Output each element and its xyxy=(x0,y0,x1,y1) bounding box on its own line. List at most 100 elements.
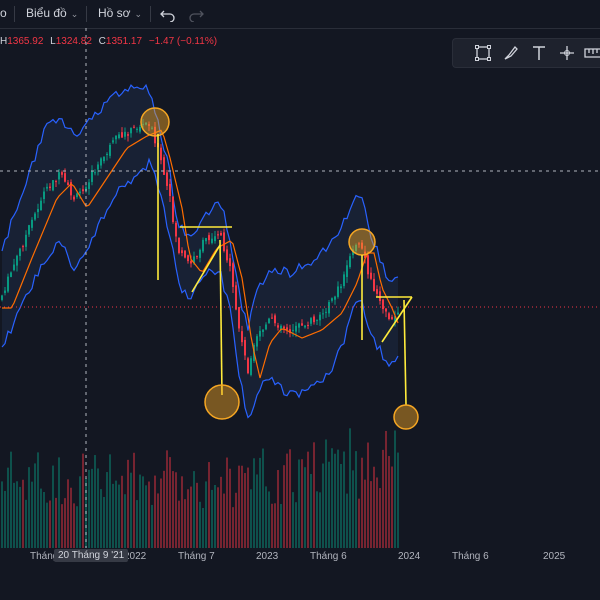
candle-body xyxy=(265,324,267,330)
volume-bar xyxy=(211,489,213,548)
undo-icon[interactable] xyxy=(160,6,176,22)
candle-body xyxy=(103,156,105,162)
candle-body xyxy=(397,312,399,315)
candle-body xyxy=(370,272,372,279)
volume-bar xyxy=(226,457,228,548)
candle-body xyxy=(112,140,114,143)
highlight-circle xyxy=(348,228,376,256)
volume-bar xyxy=(76,506,78,548)
volume-bar xyxy=(121,475,123,548)
xaxis-tick: Tháng 7 xyxy=(178,551,215,562)
candle-body xyxy=(40,200,42,211)
volume-bar xyxy=(25,499,27,548)
volume-bar xyxy=(136,500,138,548)
profile-menu-label: Hồ sơ xyxy=(98,6,131,20)
candle-body xyxy=(34,213,36,220)
candle-body xyxy=(331,298,333,301)
rectangle-select-icon[interactable] xyxy=(473,43,493,63)
candle-body xyxy=(106,153,108,156)
volume-bar xyxy=(118,484,120,548)
volume-bar xyxy=(253,458,255,548)
candle-body xyxy=(379,291,381,302)
candle-body xyxy=(214,236,216,242)
volume-bar xyxy=(52,465,54,548)
volume-bar xyxy=(172,471,174,548)
volume-bar xyxy=(289,449,291,548)
toolbar-partial-label[interactable]: o xyxy=(0,6,7,20)
volume-bar xyxy=(169,457,171,548)
candle-body xyxy=(388,313,390,320)
volume-bar xyxy=(295,502,297,548)
candle-body xyxy=(256,336,258,347)
volume-bar xyxy=(202,507,204,548)
volume-bar xyxy=(91,468,93,548)
candle-body xyxy=(349,256,351,268)
candle-body xyxy=(394,316,396,322)
candle-body xyxy=(337,286,339,297)
volume-layer xyxy=(1,428,399,548)
volume-bar xyxy=(46,502,48,548)
candle-body xyxy=(64,173,66,182)
candle-body xyxy=(325,311,327,313)
volume-bar xyxy=(367,442,369,548)
volume-bar xyxy=(370,481,372,548)
candle-body xyxy=(73,196,75,200)
candle-body xyxy=(208,235,210,241)
candle-body xyxy=(142,123,144,125)
candle-body xyxy=(109,144,111,156)
candle-body xyxy=(94,172,96,174)
candle-body xyxy=(100,158,102,166)
low-value: 1324.82 xyxy=(55,36,92,47)
volume-bar xyxy=(382,449,384,548)
volume-bar xyxy=(217,487,219,548)
candle-body xyxy=(217,234,219,236)
volume-bar xyxy=(67,479,69,548)
highlight-circle xyxy=(140,107,170,137)
volume-bar xyxy=(112,483,114,548)
brush-icon[interactable] xyxy=(501,43,521,63)
candle-body xyxy=(211,238,213,243)
candle-body xyxy=(343,274,345,287)
candle-body xyxy=(163,157,165,175)
candle-body xyxy=(172,196,174,223)
candle-body xyxy=(154,126,156,144)
annotation-line xyxy=(381,296,413,343)
candle-body xyxy=(226,249,228,261)
candle-body xyxy=(46,186,48,189)
candle-body xyxy=(286,327,288,330)
volume-bar xyxy=(115,480,117,548)
annotation-layer xyxy=(140,107,419,430)
close-key: C xyxy=(98,36,106,47)
volume-bar xyxy=(127,459,129,548)
measure-icon[interactable] xyxy=(557,43,577,63)
volume-bar xyxy=(292,492,294,548)
volume-bar xyxy=(106,472,108,548)
candle-body xyxy=(382,299,384,310)
candle-body xyxy=(127,134,129,136)
volume-bar xyxy=(61,504,63,548)
volume-bar xyxy=(286,453,288,548)
bollinger-lower-band xyxy=(1,157,399,419)
candle-body xyxy=(205,238,207,242)
volume-bar xyxy=(58,457,60,548)
ruler-icon[interactable] xyxy=(583,43,600,63)
candle-body xyxy=(88,182,90,189)
volume-bar xyxy=(64,498,66,548)
candle-body xyxy=(220,232,222,236)
candle-body xyxy=(175,222,177,237)
profile-menu[interactable]: Hồ sơ ⌄ xyxy=(98,6,142,20)
candle-body xyxy=(313,316,315,323)
volume-bar xyxy=(391,466,393,548)
volume-bar xyxy=(307,451,309,548)
text-tool-icon[interactable] xyxy=(529,43,549,63)
volume-bar xyxy=(397,452,399,548)
volume-bar xyxy=(43,491,45,548)
candle-body xyxy=(187,255,189,262)
crosshair-date-label: 20 Tháng 9 '21 xyxy=(54,549,129,562)
redo-icon[interactable] xyxy=(188,6,204,22)
candle-body xyxy=(133,126,135,128)
chart-menu[interactable]: Biểu đồ ⌄ xyxy=(26,6,78,20)
toolbar-separator xyxy=(86,6,87,22)
xaxis-tick: 2025 xyxy=(543,551,566,562)
